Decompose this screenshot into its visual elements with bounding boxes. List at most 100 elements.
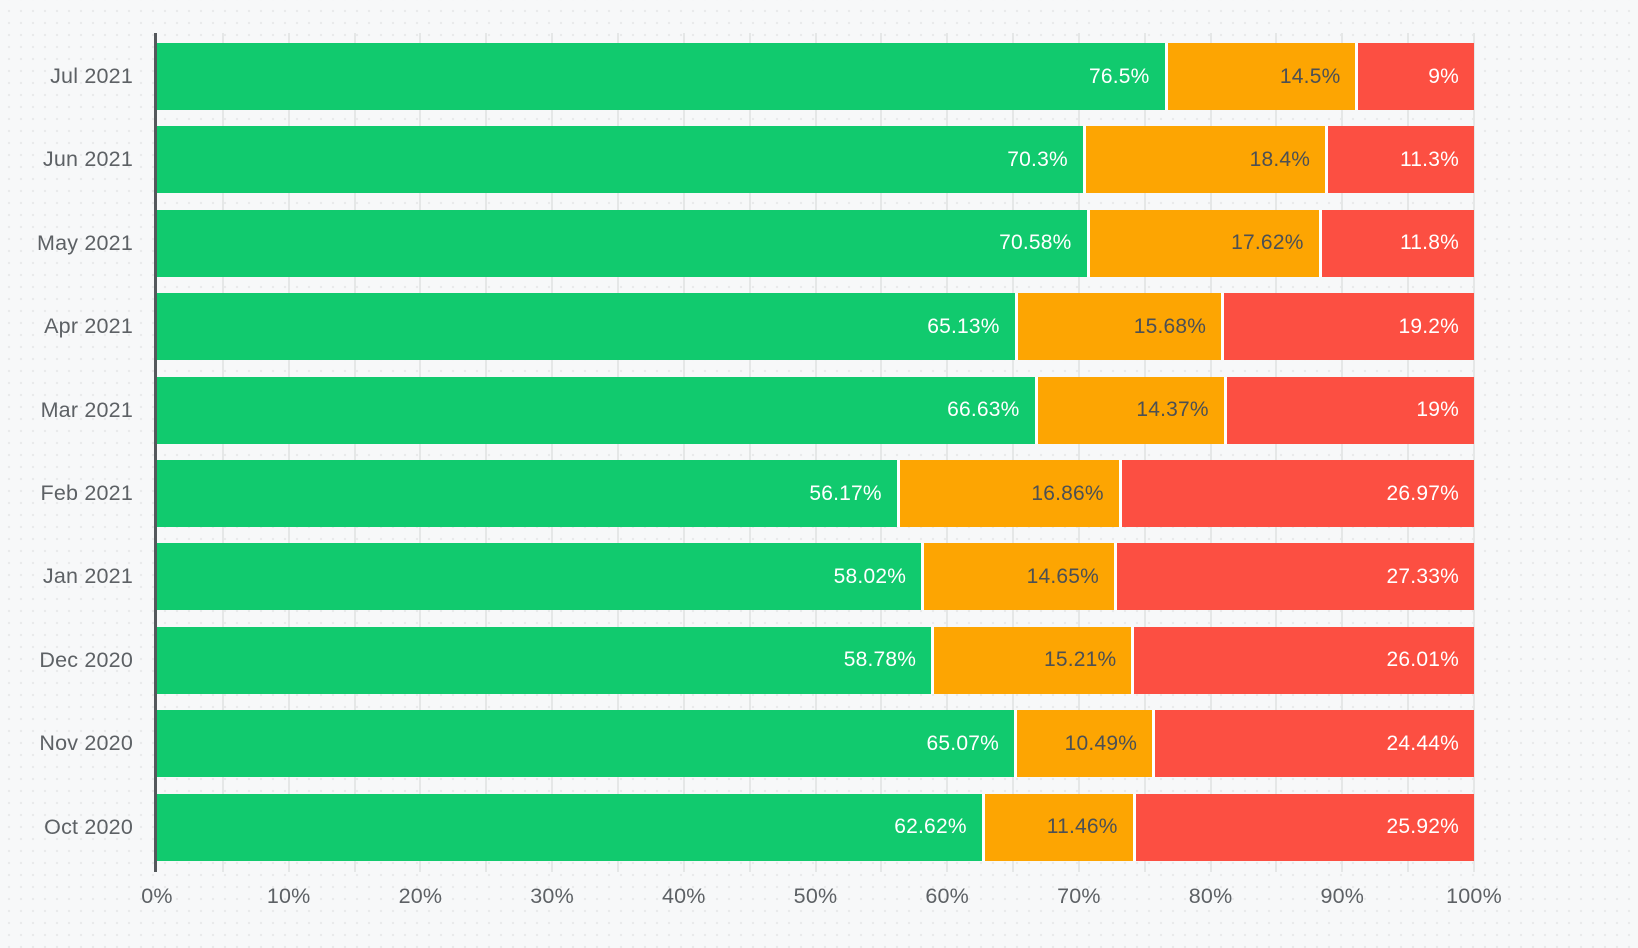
- red-segment: 26.01%: [1131, 626, 1474, 694]
- red-segment: 19%: [1223, 376, 1474, 444]
- x-axis-tick-30: 30%: [530, 884, 574, 908]
- bar-value-label: 11.3%: [1399, 147, 1459, 171]
- green-segment: 62.62%: [157, 793, 982, 861]
- bar-value-label: 16.86%: [1031, 481, 1104, 505]
- bar-value-label: 27.33%: [1386, 564, 1459, 588]
- x-axis-tick-60: 60%: [925, 884, 970, 908]
- x-axis-tick-80: 80%: [1188, 884, 1233, 908]
- orange-segment: 14.65%: [921, 543, 1115, 611]
- gridline-95: [1407, 33, 1410, 872]
- bar-value-label: 15.21%: [1044, 648, 1117, 672]
- bar-value-label: 70.3%: [1007, 147, 1068, 171]
- x-axis-labels: 0% 10% 20% 30% 40% 50% 60% 70% 80% 90% 100%: [141, 881, 1501, 915]
- green-segment: 70.58%: [157, 209, 1087, 277]
- gridline-25: [485, 33, 488, 872]
- bar-value-label: 19%: [1416, 398, 1459, 422]
- bar-value-label: 66.63%: [947, 398, 1020, 422]
- y-axis-labels: Jul 2021 Jun 2021 May 2021 Apr 2021 Mar 2021…: [0, 43, 133, 861]
- bar-value-label: 24.44%: [1386, 731, 1459, 755]
- bar-value-label: 11.8%: [1399, 231, 1459, 255]
- bar-value-label: 25.92%: [1386, 815, 1459, 839]
- bar-row-jun-2021: 70.3% 18.4% 11.3%: [157, 126, 1474, 194]
- orange-segment: 17.62%: [1086, 209, 1319, 277]
- red-segment: 25.92%: [1132, 793, 1474, 861]
- orange-segment: 15.68%: [1014, 293, 1222, 361]
- gridline-55: [880, 33, 883, 872]
- bar-row-oct-2020: 62.62% 11.46% 25.92%: [157, 793, 1474, 861]
- gridline-75: [1143, 33, 1146, 872]
- plot-gridlines: [157, 33, 1475, 872]
- orange-segment: 18.4%: [1082, 126, 1326, 194]
- x-axis-tick-20: 20%: [398, 884, 443, 908]
- green-segment: 66.63%: [157, 376, 1035, 444]
- bar-value-label: 11.46%: [1046, 815, 1118, 839]
- bar-row-nov-2020: 65.07% 10.49% 24.44%: [157, 710, 1474, 778]
- bar-value-label: 26.01%: [1386, 648, 1459, 672]
- bar-value-label: 62.62%: [894, 815, 967, 839]
- orange-segment: 16.86%: [896, 460, 1119, 527]
- orange-segment: 15.21%: [931, 626, 1132, 694]
- gridline-40: [682, 33, 685, 872]
- bar-value-label: 76.5%: [1088, 64, 1150, 88]
- bar-row-mar-2021: 66.63% 14.37% 19%: [157, 376, 1474, 444]
- gridline-85: [1275, 33, 1278, 872]
- gridline-100: [1473, 33, 1475, 872]
- y-axis-label-mar-2021: Mar 2021: [40, 397, 133, 422]
- x-axis-tick-50: 50%: [793, 884, 838, 908]
- bar-value-label: 56.17%: [809, 481, 882, 505]
- orange-segment: 14.37%: [1034, 376, 1224, 444]
- x-axis-tick-70: 70%: [1057, 884, 1101, 908]
- bar-value-label: 15.68%: [1133, 314, 1207, 338]
- gridline-60: [946, 33, 949, 872]
- bar-value-label: 65.07%: [926, 731, 999, 755]
- red-segment: 9%: [1355, 43, 1474, 110]
- bar-value-label: 14.5%: [1279, 64, 1341, 88]
- orange-segment: 14.5%: [1164, 43, 1356, 110]
- y-axis-label-jun-2021: Jun 2021: [42, 147, 133, 172]
- bar-value-label: 14.37%: [1136, 398, 1209, 422]
- bar-value-label: 70.58%: [999, 231, 1072, 255]
- gridline-30: [551, 33, 554, 872]
- x-axis-tick-0: 0%: [141, 884, 173, 908]
- bar-value-label: 65.13%: [927, 314, 1000, 338]
- green-segment: 56.17%: [157, 460, 897, 527]
- y-axis-label-feb-2021: Feb 2021: [40, 481, 133, 505]
- red-segment: 27.33%: [1114, 543, 1474, 611]
- bar-value-label: 10.49%: [1064, 731, 1138, 755]
- green-segment: 58.78%: [157, 626, 932, 694]
- gridline-45: [748, 33, 751, 872]
- gridline-10: [287, 33, 290, 872]
- bar-value-label: 58.78%: [843, 648, 917, 672]
- bar-value-label: 19.2%: [1398, 314, 1459, 338]
- red-segment: 19.2%: [1221, 293, 1474, 361]
- bar-row-feb-2021: 56.17% 16.86% 26.97%: [157, 460, 1474, 527]
- gridline-5: [221, 33, 224, 872]
- gridline-50: [814, 33, 817, 872]
- gridline-35: [616, 33, 619, 872]
- bar-row-apr-2021: 65.13% 15.68% 19.2%: [157, 293, 1474, 361]
- y-axis-line: [154, 33, 157, 872]
- y-axis-label-dec-2020: Dec 2020: [39, 647, 133, 672]
- orange-segment: 11.46%: [981, 793, 1133, 861]
- bar-row-jul-2021: 76.5% 14.5% 9%: [157, 43, 1474, 110]
- red-segment: 26.97%: [1118, 460, 1474, 527]
- bar-value-label: 58.02%: [833, 564, 907, 588]
- bar-value-label: 14.65%: [1026, 564, 1100, 588]
- green-segment: 76.5%: [157, 43, 1165, 110]
- y-axis-label-may-2021: May 2021: [36, 230, 133, 255]
- x-axis-tick-90: 90%: [1320, 884, 1365, 908]
- x-axis-tick-40: 40%: [661, 884, 706, 908]
- bar-row-dec-2020: 58.78% 15.21% 26.01%: [157, 626, 1474, 694]
- gridline-70: [1077, 33, 1080, 872]
- y-axis-label-nov-2020: Nov 2020: [39, 731, 133, 756]
- y-axis-label-jan-2021: Jan 2021: [42, 564, 133, 589]
- gridline-15: [353, 33, 356, 872]
- x-axis-tick-10: 10%: [266, 884, 311, 908]
- gridline-80: [1209, 33, 1212, 872]
- x-axis-tick-100: 100%: [1446, 884, 1502, 908]
- y-axis-label-apr-2021: Apr 2021: [44, 314, 133, 339]
- red-segment: 11.8%: [1318, 209, 1474, 277]
- gridline-65: [1012, 33, 1015, 872]
- gridline-90: [1341, 33, 1344, 872]
